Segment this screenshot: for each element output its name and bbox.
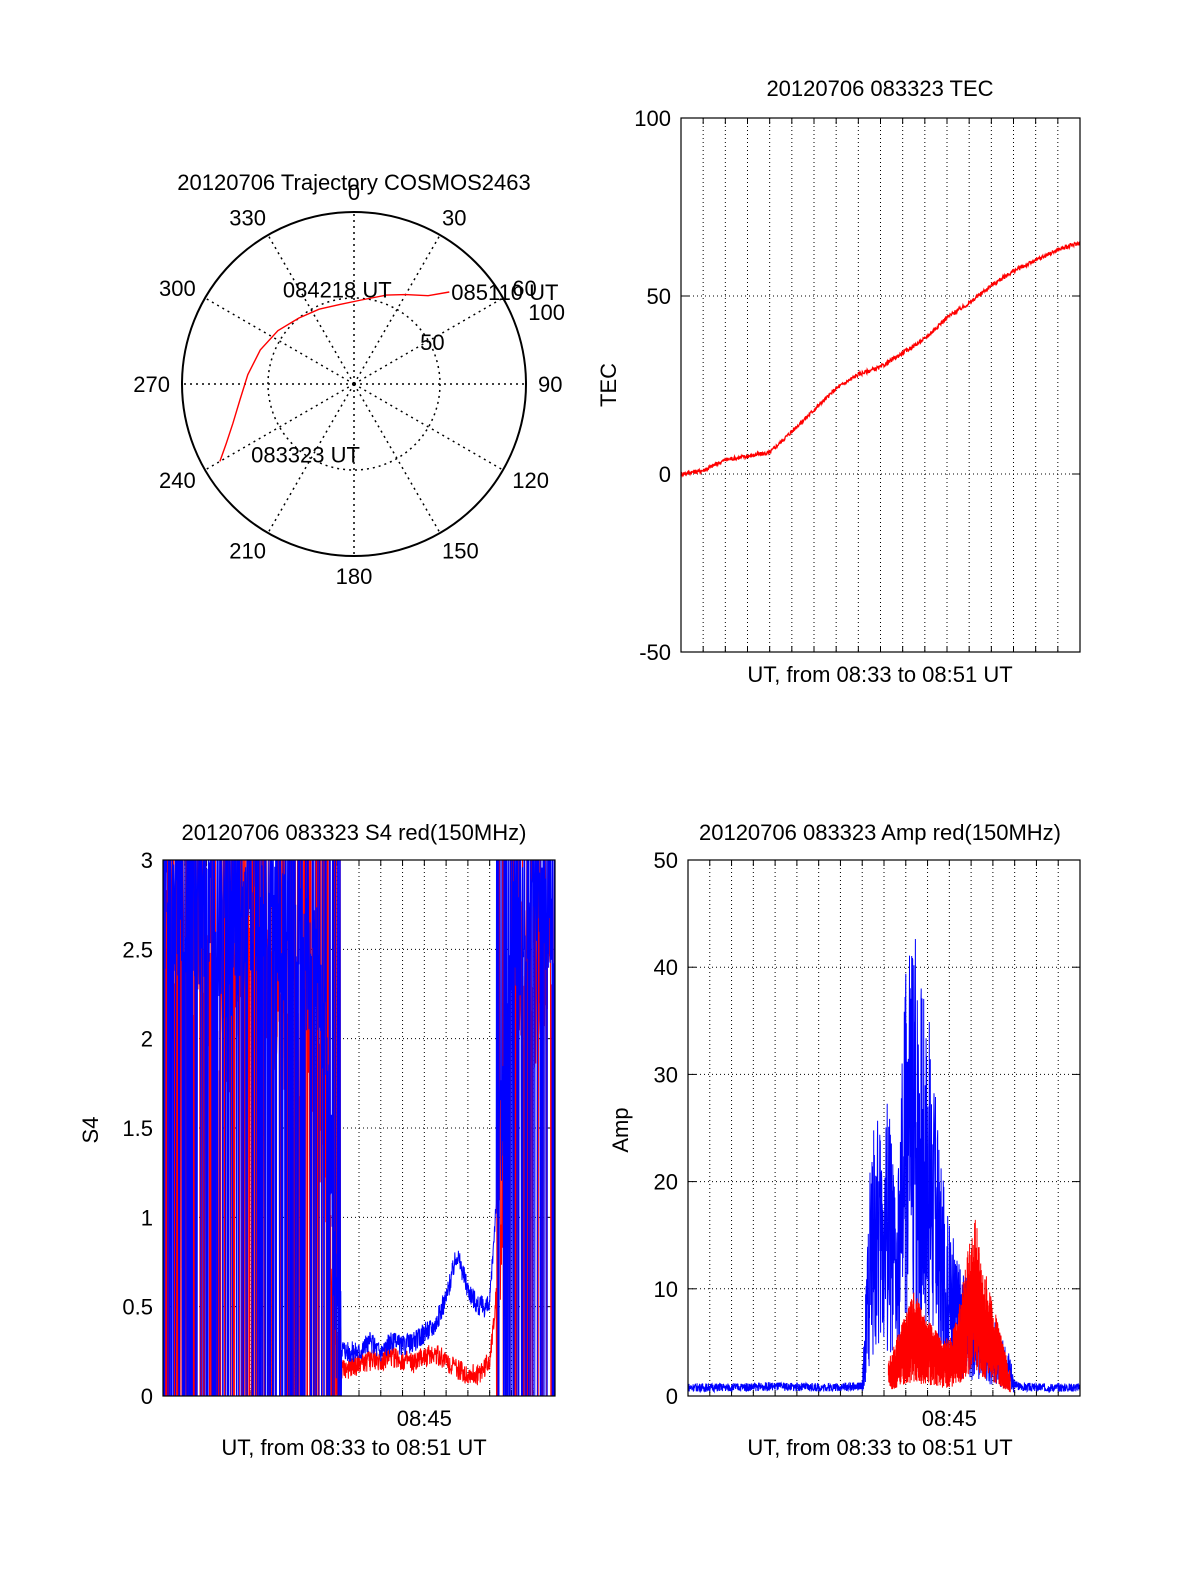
tec-ylabel: TEC <box>596 363 621 407</box>
y-tick-label: 50 <box>647 284 671 309</box>
y-tick-label: 30 <box>654 1062 678 1087</box>
polar-azimuth-label: 330 <box>229 206 266 231</box>
polar-azimuth-label: 270 <box>133 372 170 397</box>
polar-trajectory-line <box>219 291 450 462</box>
polar-spoke <box>353 383 504 471</box>
y-tick-label: 1 <box>141 1205 153 1230</box>
tec-panel: 20120706 083323 TEC UT, from 08:33 to 08… <box>596 76 1081 687</box>
y-tick-label: -50 <box>639 640 671 665</box>
plot-frame <box>680 117 1081 653</box>
polar-spoke <box>353 234 441 385</box>
series-line-blue <box>687 938 1081 1394</box>
y-tick-label: 1.5 <box>122 1116 153 1141</box>
x-tick-label: 08:45 <box>397 1406 452 1431</box>
polar-azimuth-label: 60 <box>512 276 536 301</box>
s4-ylabel: S4 <box>78 1117 103 1144</box>
polar-azimuth-label: 90 <box>538 372 562 397</box>
polar-azimuth-label: 120 <box>512 468 549 493</box>
polar-azimuth-label: 0 <box>348 180 360 205</box>
polar-spoke <box>204 297 355 385</box>
amp-xlabel: UT, from 08:33 to 08:51 UT <box>747 1435 1012 1460</box>
amp-title: 20120706 083323 Amp red(150MHz) <box>699 820 1061 845</box>
series-line-red <box>887 1219 1011 1393</box>
y-tick-label: 40 <box>654 955 678 980</box>
polar-azimuth-label: 30 <box>442 206 466 231</box>
y-tick-label: 20 <box>654 1170 678 1195</box>
polar-spoke <box>267 383 355 534</box>
polar-title: 20120706 Trajectory COSMOS2463 <box>177 170 530 195</box>
y-tick-label: 3 <box>141 848 153 873</box>
polar-annotation: 085110 UT <box>451 280 558 305</box>
polar-outer-circle <box>181 211 527 557</box>
polar-azimuth-label: 240 <box>159 468 196 493</box>
y-tick-label: 0.5 <box>122 1295 153 1320</box>
y-tick-label: 50 <box>654 848 678 873</box>
y-tick-label: 2 <box>141 1027 153 1052</box>
x-tick-label: 08:45 <box>922 1406 977 1431</box>
polar-spoke <box>353 297 504 385</box>
series-line-red <box>680 241 1081 478</box>
polar-annotation: 083323 UT <box>251 443 360 468</box>
s4-xlabel: UT, from 08:33 to 08:51 UT <box>221 1435 486 1460</box>
series-line-blue <box>162 859 555 1397</box>
polar-azimuth-label: 150 <box>442 538 479 563</box>
tec-xlabel: UT, from 08:33 to 08:51 UT <box>747 662 1012 687</box>
y-tick-label: 0 <box>659 462 671 487</box>
plot-frame <box>687 859 1081 1397</box>
y-tick-label: 10 <box>654 1277 678 1302</box>
y-tick-label: 0 <box>141 1384 153 1409</box>
polar-azimuth-label: 300 <box>159 276 196 301</box>
s4-title: 20120706 083323 S4 red(150MHz) <box>182 820 527 845</box>
y-tick-label: 100 <box>634 106 671 131</box>
polar-annotation: 084218 UT <box>283 277 392 302</box>
s4-panel: 20120706 083323 S4 red(150MHz) UT, from … <box>78 820 556 1460</box>
y-tick-label: 0 <box>666 1384 678 1409</box>
polar-azimuth-label: 180 <box>336 564 373 589</box>
polar-spoke <box>204 383 355 471</box>
polar-spoke <box>353 383 441 534</box>
amp-ylabel: Amp <box>608 1107 633 1152</box>
polar-radial-label: 100 <box>528 300 565 325</box>
polar-radial-label: 50 <box>420 330 444 355</box>
polar-spoke <box>267 234 355 385</box>
plot-frame <box>162 859 556 1397</box>
polar-azimuth-label: 210 <box>229 538 266 563</box>
polar-panel: 20120706 Trajectory COSMOS2463 0 30 60 90 12… <box>133 170 565 589</box>
amp-panel: 20120706 083323 Amp red(150MHz) UT, from… <box>608 820 1081 1460</box>
y-tick-label: 2.5 <box>122 937 153 962</box>
tec-title: 20120706 083323 TEC <box>766 76 993 101</box>
